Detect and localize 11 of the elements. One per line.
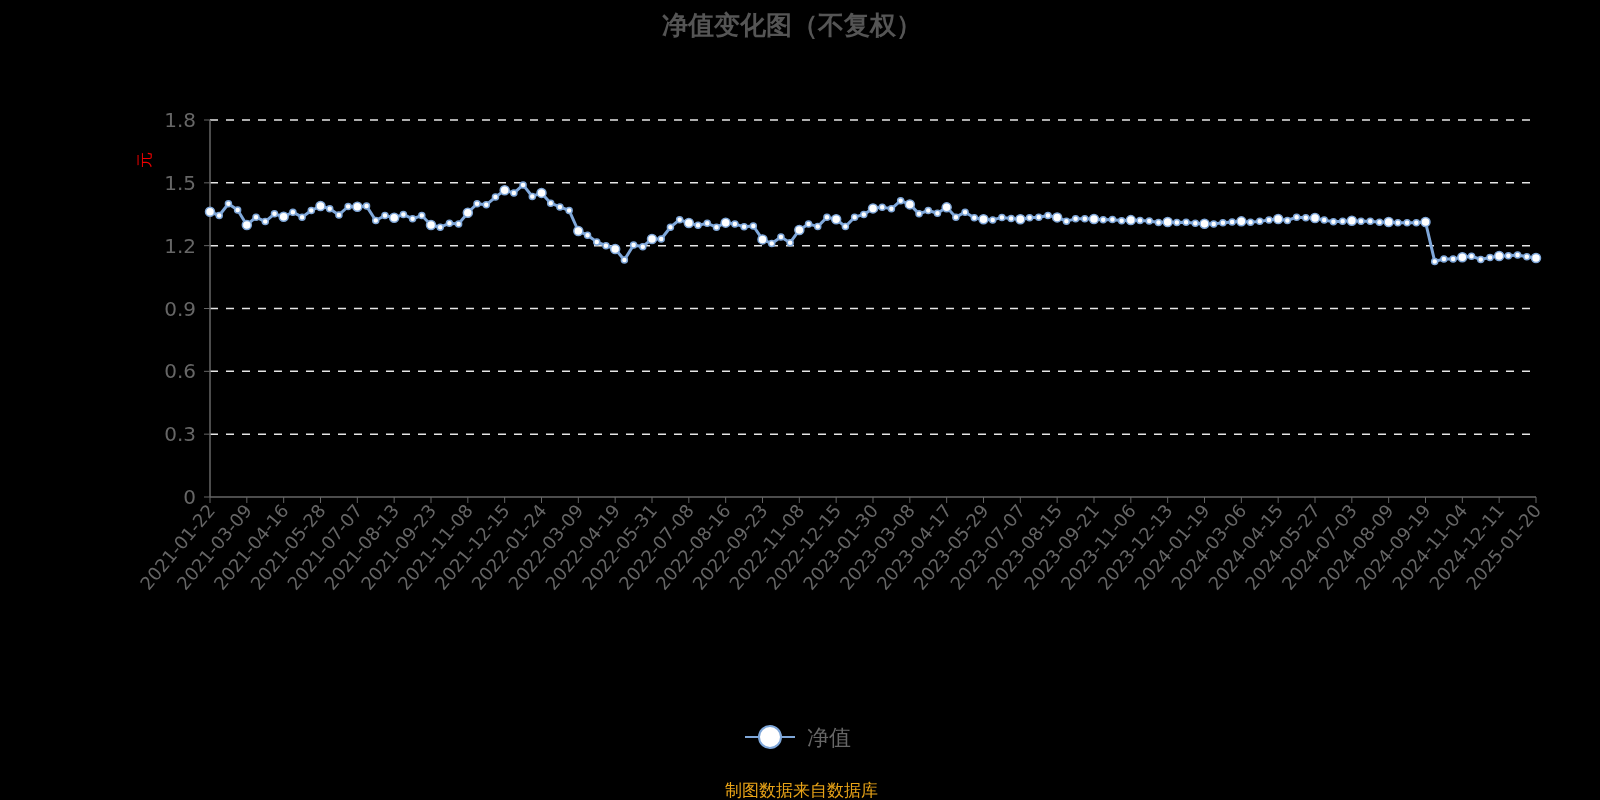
y-tick-label: 0 <box>183 485 196 509</box>
legend-label: 净值 <box>807 725 851 750</box>
y-tick-label: 1.5 <box>164 170 196 195</box>
text: 制图数据来自数据库 <box>724 780 878 800</box>
y-tick-label: 0.9 <box>164 296 196 321</box>
y-tick-label: 0.3 <box>164 422 196 447</box>
y-tick-label: 0.6 <box>164 359 196 384</box>
y-tick-label: 1.2 <box>164 233 196 258</box>
y-tick-label: 1.8 <box>164 108 196 132</box>
y-axis-title: 元 <box>135 152 154 168</box>
chart-title: 净值变化图（不复权） <box>662 10 922 40</box>
